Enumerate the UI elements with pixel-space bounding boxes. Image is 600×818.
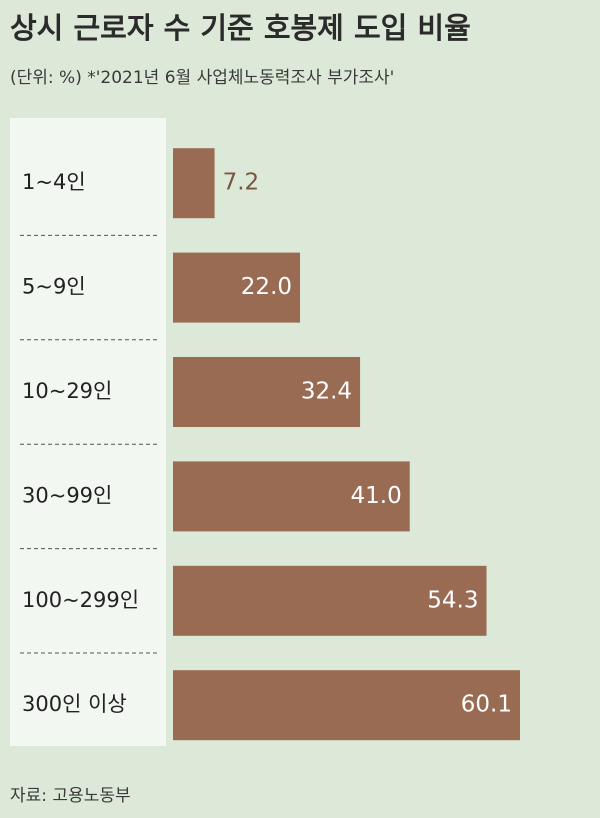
bar: [173, 670, 520, 741]
value-label: 7.2: [223, 170, 260, 196]
y-tick-label: 1~4인: [22, 170, 86, 194]
chart-title: 상시 근로자 수 기준 호봉제 도입 비율: [10, 11, 471, 45]
value-label: 41.0: [351, 483, 402, 509]
y-tick-label: 300인 이상: [22, 692, 127, 716]
value-label: 60.1: [461, 692, 512, 718]
bar: [173, 461, 410, 532]
value-label: 22.0: [241, 274, 292, 300]
bar: [173, 252, 301, 323]
value-label: 54.3: [427, 587, 478, 613]
bar: [173, 148, 215, 219]
chart-subtitle: (단위: %) *'2021년 6월 사업체노동력조사 부가조사': [10, 68, 394, 88]
source: 자료: 고용노동부: [10, 786, 131, 806]
bar: [173, 357, 361, 427]
value-label: 32.4: [301, 379, 352, 405]
y-tick-label: 5~9인: [22, 275, 86, 299]
y-tick-label: 10~29인: [22, 379, 112, 403]
y-tick-label: 30~99인: [22, 483, 112, 507]
bar: [173, 565, 487, 636]
y-tick-label: 100~299인: [22, 588, 139, 612]
label-panel: [10, 118, 166, 746]
